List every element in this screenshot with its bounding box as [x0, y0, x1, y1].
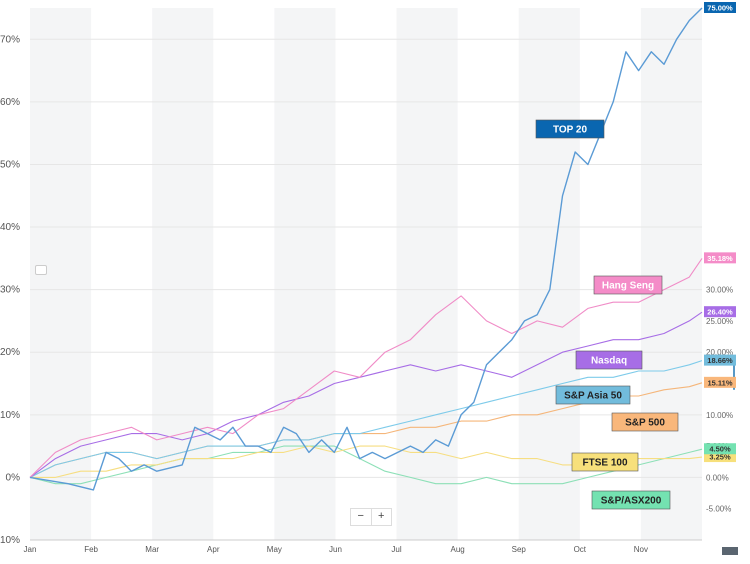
end-value-label: 15.11%	[707, 378, 732, 387]
series-labels: 75.00% TOP 20 35.18% Hang Seng 26.40% Nasdaq 1…	[535, 2, 736, 510]
month-band	[640, 8, 702, 540]
x-tick-label: May	[267, 545, 282, 554]
x-tick-label: Jan	[24, 545, 37, 554]
x-tick-label: Oct	[574, 545, 587, 554]
series-callout-label: Nasdaq	[591, 356, 627, 367]
series-callout	[611, 412, 679, 432]
x-tick-label: Sep	[512, 545, 527, 554]
end-value-label: 3.25%	[709, 453, 731, 462]
series-callout	[535, 119, 605, 139]
y-tick-label: 70%	[0, 34, 20, 45]
y-tick-label: 40%	[0, 222, 20, 233]
end-value-label: 75.00%	[707, 4, 733, 13]
end-value-tag	[704, 354, 736, 366]
y-tick-label: 20%	[0, 347, 20, 358]
y-tick-label: 30%	[0, 285, 20, 296]
end-value-label: 4.50%	[709, 445, 731, 454]
end-value-label: 26.40%	[707, 308, 733, 317]
series-callout-label: S&P Asia 50	[564, 391, 622, 402]
zoom-out-button[interactable]: −	[357, 510, 364, 522]
series-callout-label: FTSE 100	[582, 458, 627, 469]
month-band	[274, 8, 336, 540]
y-axis-right: -5.00%0.00%5.00%10.00%15.00%20.00%25.00%…	[706, 286, 735, 514]
end-value-tag	[704, 2, 736, 13]
right-tick-label: 25.00%	[706, 317, 733, 326]
series-callout	[555, 385, 631, 405]
right-tick-label: 10.00%	[706, 411, 733, 420]
y-tick-label: 60%	[0, 97, 20, 108]
y-tick-label: 0%	[6, 472, 21, 483]
y-axis-left: -10% 0% 10% 20% 30% 40% 50% 60% 70%	[0, 34, 20, 546]
series-callout	[571, 452, 639, 472]
end-value-tag	[704, 451, 736, 463]
x-axis: Jan Feb Mar Apr May Jun Jul Aug Sep Oct Nov	[24, 539, 702, 554]
series-callout-label: TOP 20	[553, 125, 588, 136]
series-line	[29, 258, 703, 478]
zoom-control: − +	[350, 508, 392, 526]
end-value-tag	[704, 443, 736, 455]
zoom-in-button[interactable]: +	[370, 509, 392, 525]
series-callout-label: Hang Seng	[602, 281, 654, 292]
end-value-label: 35.18%	[707, 254, 733, 263]
x-tick-label: Aug	[451, 545, 465, 554]
right-tick-label: 0.00%	[706, 473, 729, 482]
series-callout	[591, 490, 671, 510]
x-tick-label: Jul	[391, 545, 401, 554]
month-band	[152, 8, 214, 540]
right-tick-label: -5.00%	[706, 505, 731, 514]
series-line	[29, 445, 703, 485]
right-tick-label: 20.00%	[706, 348, 733, 357]
end-value-tag	[704, 376, 736, 388]
right-tick-label: 30.00%	[706, 286, 733, 295]
corner-handle[interactable]	[722, 547, 738, 555]
series-callout-label: S&P 500	[625, 418, 665, 429]
month-band	[396, 8, 458, 540]
series-line	[29, 360, 703, 478]
y-tick-label: -10%	[0, 535, 20, 546]
series-callout	[593, 275, 663, 295]
month-band	[518, 8, 580, 540]
series-line	[29, 7, 703, 491]
x-tick-label: Apr	[207, 545, 220, 554]
navigator-handle[interactable]	[35, 265, 47, 275]
series-callout-label: S&P/ASX200	[601, 496, 662, 507]
y-tick-label: 50%	[0, 159, 20, 170]
x-tick-label: Mar	[145, 545, 159, 554]
y-tick-label: 10%	[0, 410, 20, 421]
series-callout	[575, 350, 643, 370]
x-tick-label: Feb	[84, 545, 98, 554]
series-lines	[29, 7, 703, 491]
x-tick-label: Jun	[329, 545, 342, 554]
x-tick-label: Nov	[634, 545, 648, 554]
end-value-label: 18.66%	[707, 356, 733, 365]
end-value-tag	[704, 306, 736, 318]
end-value-tag	[704, 252, 736, 264]
